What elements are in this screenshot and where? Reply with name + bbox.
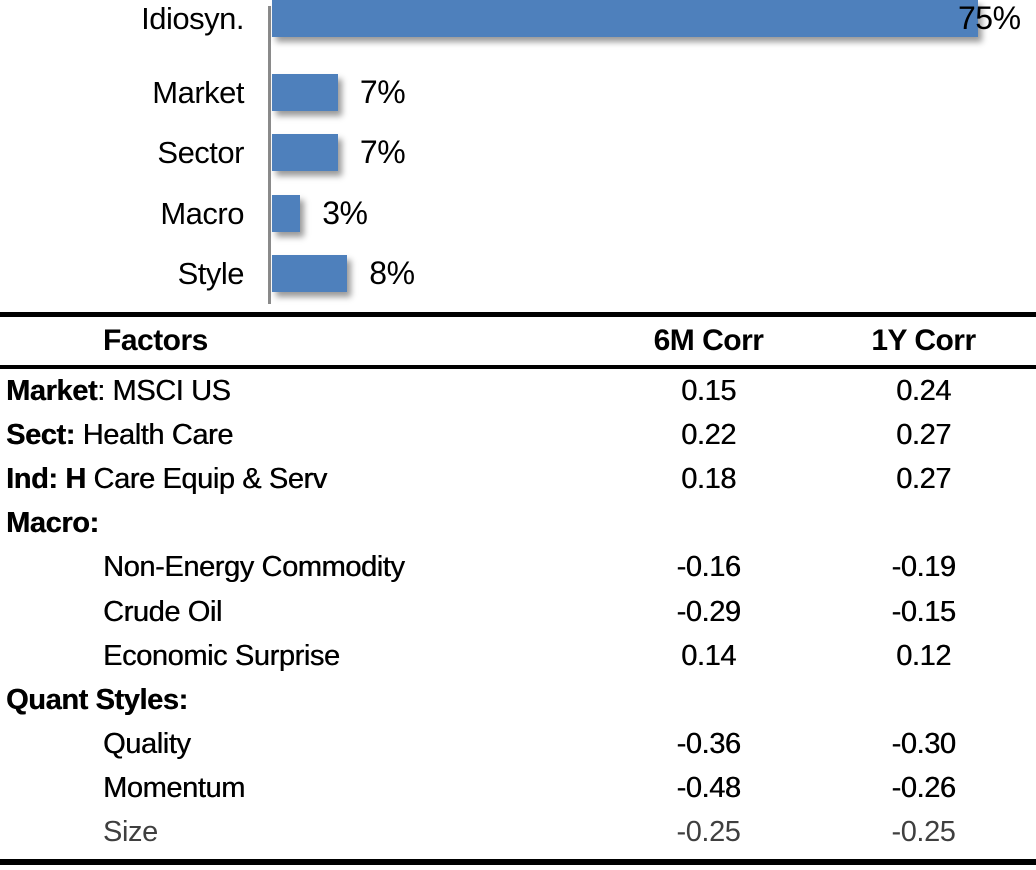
factor-name: Crude Oil bbox=[103, 595, 222, 628]
bar-row-idiosyncratic: Idiosyn. 75% bbox=[0, 0, 1036, 37]
factor-name: Non-Energy Commodity bbox=[103, 551, 405, 584]
factor-correlation-table: Factors 6M Corr 1Y Corr Market: MSCI US … bbox=[0, 312, 1036, 865]
table-row-macro-group: Macro: bbox=[0, 502, 1036, 546]
bar-value-label: 7% bbox=[359, 74, 406, 110]
table-row-economic-surprise: Economic Surprise 0.14 0.12 bbox=[0, 634, 1036, 678]
factor-cell: Quant Styles: bbox=[0, 684, 606, 717]
header-6m-corr: 6M Corr bbox=[653, 324, 764, 357]
factor-name: Size bbox=[103, 816, 158, 849]
factor-cell: Market: MSCI US bbox=[0, 375, 606, 408]
table-row-non-energy-commodity: Non-Energy Commodity -0.16 -0.19 bbox=[0, 546, 1036, 590]
bar-value-label: 7% bbox=[359, 134, 406, 170]
corr-6m-cell: -0.48 bbox=[676, 772, 741, 805]
factor-cell: Crude Oil bbox=[0, 596, 606, 629]
table-row-quant-styles-group: Quant Styles: bbox=[0, 678, 1036, 722]
factor-cell: Non-Energy Commodity bbox=[0, 551, 606, 584]
bar-value-label: 3% bbox=[322, 195, 368, 231]
corr-1y-cell: 0.27 bbox=[896, 418, 951, 451]
bar-category-label: Sector bbox=[157, 135, 244, 170]
bar-category-label: Macro bbox=[160, 196, 244, 231]
factor-cell: Quality bbox=[0, 728, 606, 761]
corr-6m-cell: -0.36 bbox=[676, 728, 741, 761]
table-body: Market: MSCI US 0.15 0.24 Sect: Health C… bbox=[0, 369, 1036, 855]
corr-1y-cell: -0.15 bbox=[891, 595, 956, 628]
header-factors: Factors bbox=[103, 324, 208, 357]
table-row-size: Size -0.25 -0.25 bbox=[0, 811, 1036, 855]
factor-name: Care Equip & Serv bbox=[85, 462, 327, 495]
bar-value-label: 8% bbox=[369, 255, 415, 291]
bar-category-label: Style bbox=[177, 256, 245, 291]
bar-row-style: Style 8% bbox=[0, 255, 1036, 292]
header-1y-corr: 1Y Corr bbox=[871, 324, 976, 357]
bar-category-label: Market bbox=[152, 75, 244, 110]
bar bbox=[272, 255, 348, 292]
corr-6m-cell: 0.14 bbox=[681, 639, 736, 672]
corr-1y-cell: -0.30 bbox=[891, 728, 956, 761]
factor-name: Momentum bbox=[103, 772, 245, 805]
table-row-crude-oil: Crude Oil -0.29 -0.15 bbox=[0, 590, 1036, 634]
bar bbox=[272, 195, 301, 232]
bar-row-sector: Sector 7% bbox=[0, 134, 1036, 171]
corr-1y-cell: -0.25 bbox=[891, 816, 956, 849]
corr-6m-cell: -0.25 bbox=[676, 816, 741, 849]
bar bbox=[272, 0, 978, 37]
factor-cell: Size bbox=[0, 816, 606, 849]
bar-category-label: Idiosyn. bbox=[141, 1, 244, 36]
factor-name: Economic Surprise bbox=[103, 639, 340, 672]
factor-prefix: Sect: bbox=[6, 418, 75, 451]
corr-6m-cell: 0.22 bbox=[681, 418, 736, 451]
factor-cell: Sect: Health Care bbox=[0, 419, 606, 452]
corr-1y-cell: -0.26 bbox=[891, 772, 956, 805]
factor-cell: Economic Surprise bbox=[0, 640, 606, 673]
corr-1y-cell: -0.19 bbox=[891, 551, 956, 584]
bar bbox=[272, 74, 338, 111]
bar-row-macro: Macro 3% bbox=[0, 195, 1036, 232]
table-row-industry: Ind: H Care Equip & Serv 0.18 0.27 bbox=[0, 457, 1036, 501]
table-row-quality: Quality -0.36 -0.30 bbox=[0, 723, 1036, 767]
factor-cell: Ind: H Care Equip & Serv bbox=[0, 463, 606, 496]
factor-cell: Momentum bbox=[0, 772, 606, 805]
corr-1y-cell: 0.12 bbox=[896, 639, 951, 672]
factor-name: : MSCI US bbox=[97, 374, 231, 407]
corr-6m-cell: -0.16 bbox=[676, 551, 741, 584]
bar-row-market: Market 7% bbox=[0, 74, 1036, 111]
corr-6m-cell: 0.18 bbox=[681, 462, 736, 495]
factor-prefix: Market bbox=[6, 374, 98, 407]
risk-decomposition-bar-chart: Market 7% Sector 7% Macro 3% Style 8% Id… bbox=[0, 0, 1036, 312]
factor-name: Health Care bbox=[74, 418, 234, 451]
table-header-row: Factors 6M Corr 1Y Corr bbox=[0, 317, 1036, 369]
bar bbox=[272, 134, 338, 171]
corr-1y-cell: 0.27 bbox=[896, 462, 951, 495]
factor-cell: Macro: bbox=[0, 507, 606, 540]
table-row-market: Market: MSCI US 0.15 0.24 bbox=[0, 369, 1036, 413]
corr-1y-cell: 0.24 bbox=[896, 374, 951, 407]
table-row-momentum: Momentum -0.48 -0.26 bbox=[0, 767, 1036, 811]
table-row-sector: Sect: Health Care 0.22 0.27 bbox=[0, 413, 1036, 457]
factor-prefix: Quant Styles: bbox=[6, 683, 188, 716]
factor-prefix: Ind: H bbox=[6, 462, 86, 495]
y-axis-line bbox=[268, 6, 271, 304]
factor-prefix: Macro: bbox=[6, 507, 99, 540]
bar-value-label: 75% bbox=[958, 0, 1021, 36]
corr-6m-cell: 0.15 bbox=[681, 374, 736, 407]
factor-name: Quality bbox=[103, 728, 191, 761]
corr-6m-cell: -0.29 bbox=[676, 595, 741, 628]
